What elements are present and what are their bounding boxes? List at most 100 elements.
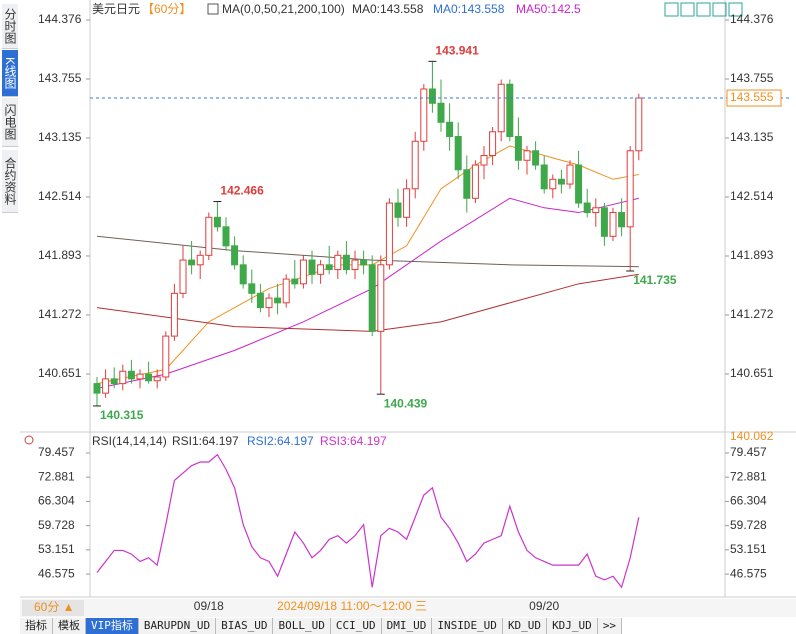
extreme-label: 141.735: [633, 273, 677, 287]
y-tick-label: 46.575: [38, 566, 75, 580]
tab[interactable]: BOLL_UD: [273, 618, 331, 634]
candle-body: [119, 370, 127, 385]
ma-params: MA(0,0,50,21,200,100): [222, 2, 345, 16]
y-tick-label: 59.728: [730, 518, 767, 532]
y-tick-label: 143.135: [730, 130, 774, 144]
side-tab[interactable]: 闪电图: [2, 98, 18, 147]
candle-body: [222, 226, 230, 247]
y-tick-label: 141.272: [730, 307, 774, 321]
candle-body: [618, 212, 626, 228]
y-tick-label: 53.151: [38, 542, 75, 556]
candle-body: [583, 202, 591, 214]
status-bar: [20, 599, 796, 617]
candle-body: [540, 164, 548, 190]
candle-body: [635, 97, 643, 152]
candle-body: [325, 264, 333, 271]
candle-body: [592, 207, 600, 214]
tab[interactable]: 模板: [53, 618, 86, 634]
candle-body: [575, 164, 583, 204]
candle-body: [213, 216, 221, 228]
tool-icon[interactable]: [712, 2, 727, 17]
candle-body: [256, 292, 264, 309]
candle-body: [334, 254, 342, 271]
tool-icon[interactable]: [664, 2, 679, 17]
side-tab[interactable]: 合约资料: [2, 150, 18, 213]
y-tick-label: 72.881: [730, 469, 767, 483]
candle-body: [377, 264, 385, 332]
symbol: 美元日元: [92, 2, 140, 16]
candle-body: [291, 278, 299, 285]
tab[interactable]: CCI_UD: [330, 618, 382, 634]
side-tab[interactable]: 分时图: [2, 4, 18, 49]
candle-body: [93, 383, 101, 394]
tab[interactable]: KD_UD: [502, 618, 548, 634]
candle-body: [454, 136, 462, 171]
candle-body: [463, 169, 471, 199]
candle-body: [437, 102, 445, 123]
candle-body: [299, 259, 307, 285]
extreme-label: 140.439: [384, 396, 428, 410]
tool-icon[interactable]: [728, 2, 743, 17]
rsi-title: RSI(14,14,14): [92, 434, 167, 448]
candle-body: [506, 83, 514, 138]
candle-body: [549, 178, 557, 190]
rsi-legend: RSI3:64.197: [320, 434, 387, 448]
period: 【60分】: [142, 2, 191, 16]
candle-body: [532, 150, 540, 166]
tab[interactable]: >>: [597, 618, 623, 634]
candle-body: [274, 297, 282, 304]
candle-body: [317, 264, 325, 275]
y-tick-label: 66.304: [38, 494, 75, 508]
tab[interactable]: KDJ_UD: [547, 618, 598, 634]
y-tick-label: 141.893: [730, 248, 774, 262]
rsi-icon[interactable]: [24, 435, 34, 445]
tab[interactable]: BIAS_UD: [216, 618, 274, 634]
y-tick-label: 140.651: [38, 366, 82, 380]
candle-body: [231, 245, 239, 266]
candle-body: [523, 150, 531, 161]
candle-body: [360, 259, 368, 266]
candle-body: [626, 150, 634, 228]
y-tick-label: 72.881: [38, 469, 75, 483]
candle-body: [170, 292, 178, 337]
y-tick-label: 143.755: [38, 71, 82, 85]
candle-body: [196, 254, 204, 266]
tab-bar: 指标 模板 VIP指标 BARUPDN_UD BIAS_UD BOLL_UD CCI_UD D…: [20, 618, 623, 634]
ma-line: [96, 235, 639, 268]
candle-body: [471, 164, 479, 199]
tab[interactable]: VIP指标: [86, 618, 139, 634]
candle-body: [308, 259, 316, 275]
candle-body: [394, 202, 402, 218]
ma-value: MA0:143.558: [352, 2, 424, 16]
tab[interactable]: BARUPDN_UD: [138, 618, 217, 634]
y-tick-label: 142.514: [38, 189, 82, 203]
ma-value: MA0:143.558: [433, 2, 505, 16]
side-tab[interactable]: K线图: [2, 50, 18, 97]
candle-body: [102, 378, 110, 394]
tab[interactable]: INSIDE_UD: [432, 618, 503, 634]
rsi-legend: RSI1:64.197: [172, 434, 239, 448]
candle-body: [110, 378, 118, 385]
candle-body: [385, 202, 393, 266]
ma-line: [96, 145, 639, 385]
candle-body: [480, 155, 488, 166]
candle-body: [162, 335, 170, 378]
candle-body: [566, 164, 574, 185]
chart: 美元日元 【60分】 MA(0,0,50,21,200,100) MA0:143…: [20, 0, 796, 617]
ma-line: [96, 273, 639, 332]
y-tick-label: 66.304: [730, 494, 767, 508]
y-tick-label: 141.893: [38, 248, 82, 262]
ma-icon[interactable]: [207, 3, 219, 15]
toolbar: [664, 2, 743, 17]
period-status[interactable]: 60分 ▲: [34, 600, 75, 614]
candle-body: [188, 259, 196, 266]
last-price-box: [726, 89, 782, 107]
tool-icon[interactable]: [680, 2, 695, 17]
tab[interactable]: DMI_UD: [381, 618, 433, 634]
tab[interactable]: 指标: [20, 618, 53, 634]
tool-icon[interactable]: [696, 2, 711, 17]
candle-body: [136, 373, 144, 380]
candle-body: [609, 212, 617, 237]
period-button[interactable]: [22, 600, 84, 616]
